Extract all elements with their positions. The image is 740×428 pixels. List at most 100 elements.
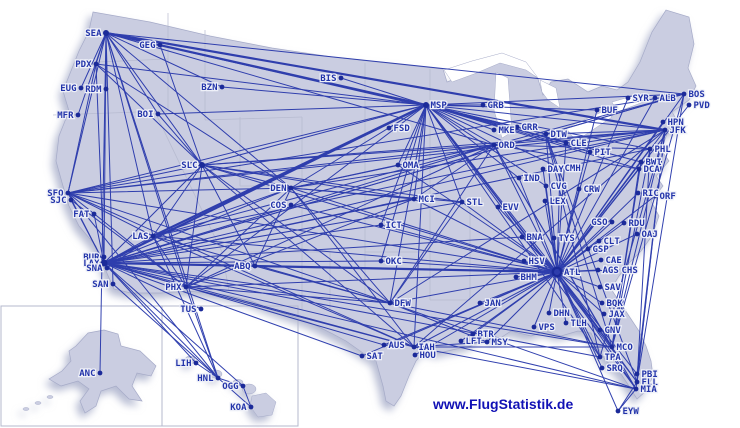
airport-marker-MCO bbox=[609, 344, 615, 350]
route-PDX-SLC bbox=[95, 63, 203, 166]
route-MSP-MKE bbox=[425, 104, 495, 131]
airport-marker-SAV bbox=[597, 284, 603, 290]
landmass bbox=[22, 9, 697, 418]
airport-marker-MSP bbox=[423, 102, 429, 108]
airport-label-ALB: ALB bbox=[660, 94, 677, 104]
airport-label-PVD: PVD bbox=[694, 101, 711, 111]
route-LAX-SAT bbox=[103, 262, 363, 357]
route-ATL-SAV bbox=[556, 271, 601, 288]
airport-label-MCO: MCO bbox=[617, 343, 634, 353]
airport-label-OGG: OGG bbox=[222, 382, 238, 392]
route-DFW-STL bbox=[389, 201, 463, 304]
route-ATL-SAT bbox=[361, 271, 558, 357]
airport-marker-EUG bbox=[78, 85, 84, 91]
route-PHX-ATL bbox=[185, 271, 558, 288]
airport-label-OKC: OKC bbox=[386, 257, 402, 267]
airport-label-GRR: GRR bbox=[522, 123, 539, 133]
airport-marker-MCI bbox=[411, 196, 417, 202]
route-PDX-LAX bbox=[95, 63, 105, 264]
airport-label-DTW: DTW bbox=[551, 130, 568, 140]
route-ATL-PVD bbox=[556, 104, 690, 273]
route-ATL-CHS bbox=[556, 269, 618, 273]
airport-marker-SJC bbox=[68, 197, 74, 203]
airport-label-MCI: MCI bbox=[419, 195, 435, 205]
route-SNA-LAS bbox=[106, 235, 154, 269]
route-LAS-PHX bbox=[152, 235, 187, 288]
route-SFO-ORD bbox=[67, 144, 495, 194]
airport-label-RDU: RDU bbox=[629, 219, 645, 229]
airport-marker-VPS bbox=[531, 324, 537, 330]
airport-marker-SAN bbox=[110, 281, 116, 287]
airport-marker-DEN bbox=[288, 185, 294, 191]
airport-label-BHM: BHM bbox=[521, 273, 538, 283]
route-ATL-FLL bbox=[556, 271, 638, 383]
route-PDX-DEN bbox=[95, 63, 292, 189]
route-ATL-SYR bbox=[556, 97, 629, 273]
airport-label-DAY: DAY bbox=[548, 165, 565, 175]
airport-label-MSP: MSP bbox=[431, 101, 448, 111]
route-HNL-SAN bbox=[112, 283, 219, 379]
route-SFO-SLC bbox=[67, 164, 203, 194]
route-DEN-OMA bbox=[290, 164, 399, 189]
route-DFW-ATL bbox=[389, 271, 558, 304]
route-ATL-ALB bbox=[556, 97, 656, 273]
airport-marker-DCA bbox=[636, 166, 642, 172]
route-MSP-CMH bbox=[425, 104, 561, 169]
airport-label-SLC: SLC bbox=[181, 161, 197, 171]
airport-label-BNA: BNA bbox=[527, 233, 544, 243]
airport-marker-IAH bbox=[411, 344, 417, 350]
route-ATL-OAJ bbox=[556, 233, 638, 273]
route-COS-ATL bbox=[290, 204, 558, 273]
route-MCI-ATL bbox=[413, 198, 558, 273]
airport-marker-RIC bbox=[635, 190, 641, 196]
route-ATL-LFT bbox=[460, 271, 558, 342]
route-ATL-BHM bbox=[515, 271, 558, 278]
airport-marker-ALB bbox=[652, 95, 658, 101]
airport-label-GNV: GNV bbox=[605, 326, 622, 336]
route-DTW-JFK bbox=[545, 129, 666, 135]
route-DTW-FLL bbox=[545, 133, 638, 383]
route-OGG-KOA bbox=[242, 385, 252, 408]
airport-marker-SAT bbox=[359, 353, 365, 359]
route-SFO-MSP bbox=[67, 104, 427, 194]
airport-label-TYS: TYS bbox=[559, 234, 575, 244]
airport-marker-GSO bbox=[609, 219, 615, 225]
route-ABQ-ATL bbox=[254, 265, 558, 273]
airport-label-LAS: LAS bbox=[132, 232, 148, 242]
airport-label-STL: STL bbox=[467, 198, 484, 208]
route-ATL-CAE bbox=[556, 259, 602, 273]
route-MSP-ORD bbox=[425, 104, 495, 146]
airport-label-FSD: FSD bbox=[394, 124, 411, 134]
route-LAS-IAH bbox=[152, 235, 415, 348]
airport-label-JAX: JAX bbox=[609, 310, 626, 320]
route-SLC-LAS bbox=[152, 164, 203, 237]
airport-marker-OKC bbox=[378, 258, 384, 264]
airport-label-CLT: CLT bbox=[604, 237, 621, 247]
inset-frames bbox=[0, 305, 299, 427]
airport-marker-LFT bbox=[458, 338, 464, 344]
airport-label-BTR: BTR bbox=[478, 330, 495, 340]
route-MSP-DFW bbox=[389, 104, 427, 304]
route-ATL-JAN bbox=[479, 271, 558, 304]
route-DFW-ORD bbox=[389, 144, 495, 304]
route-SEA-JFK bbox=[104, 31, 667, 132]
airport-label-HNL: HNL bbox=[197, 374, 214, 384]
route-ATL-DHN bbox=[548, 271, 558, 314]
airport-label-ABQ: ABQ bbox=[234, 262, 251, 272]
airport-marker-ICT bbox=[378, 222, 384, 228]
airport-marker-GSP bbox=[585, 246, 591, 252]
airport-label-TPA: TPA bbox=[605, 353, 622, 363]
route-MSP-ICT bbox=[380, 104, 427, 226]
airport-label-LEX: LEX bbox=[550, 197, 567, 207]
route-MSP-IND bbox=[425, 104, 520, 179]
airport-marker-STL bbox=[459, 199, 465, 205]
airport-marker-RDM bbox=[103, 86, 109, 92]
route-SLC-JFK bbox=[201, 129, 666, 166]
route-SFO-LAS bbox=[67, 192, 154, 237]
route-IAH-MIA bbox=[413, 346, 637, 390]
route-MSP-FSD bbox=[388, 104, 427, 129]
route-SEA-BOS bbox=[105, 32, 685, 95]
website-link[interactable]: www.FlugStatistik.de bbox=[433, 396, 574, 412]
route-HNL-KOA bbox=[217, 377, 252, 408]
route-SEA-BZN bbox=[105, 32, 223, 88]
